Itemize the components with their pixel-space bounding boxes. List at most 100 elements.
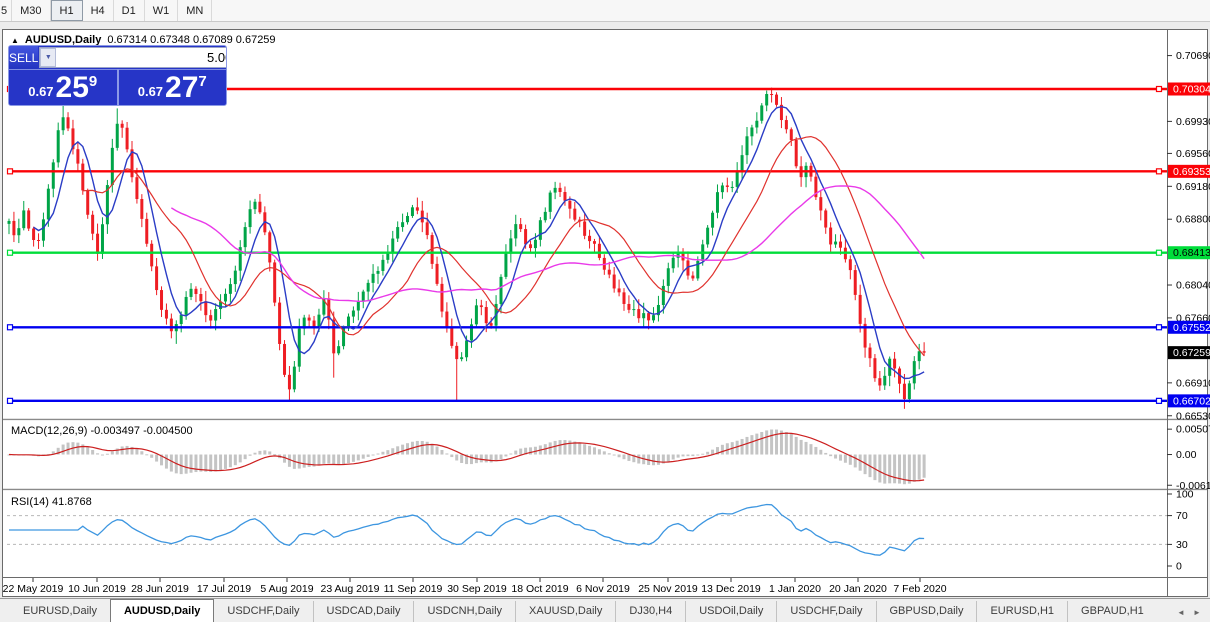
candle-body — [7, 220, 11, 224]
hline-handle[interactable] — [6, 324, 14, 331]
candle-body — [435, 263, 439, 284]
bid-price-button[interactable]: 0.67 25 9 — [9, 69, 117, 105]
macd-bar — [529, 447, 533, 455]
candle-body — [115, 123, 119, 148]
chart-tab-DJ30-H4[interactable]: DJ30,H4 — [615, 601, 685, 622]
macd-bar — [371, 454, 375, 456]
candle-body — [907, 383, 911, 400]
candle-body — [450, 326, 454, 346]
macd-bar — [169, 454, 173, 472]
chart-tab-EURUSD-H1[interactable]: EURUSD,H1 — [976, 601, 1067, 622]
rsi-axis-label: 0 — [1176, 561, 1182, 573]
timeframe-button-H4[interactable]: H4 — [83, 0, 114, 21]
macd-bar — [779, 430, 783, 455]
rsi-axis-label: 30 — [1176, 539, 1188, 551]
candle-body — [391, 238, 395, 254]
candle-body — [406, 215, 410, 223]
timeframe-button-M30[interactable]: M30 — [12, 0, 51, 21]
macd-axis-label: 0.005076 — [1176, 424, 1210, 436]
candle-body — [696, 260, 700, 279]
candle-body — [71, 128, 75, 150]
candle-body — [789, 129, 793, 140]
date-tick-label: 17 Jul 2019 — [197, 583, 251, 595]
candle-body — [292, 366, 296, 390]
timeframe-button-D1[interactable]: D1 — [114, 0, 145, 21]
candle-body — [730, 186, 734, 188]
chart-tab-GBPUSD-Daily[interactable]: GBPUSD,Daily — [875, 601, 977, 622]
macd-bar — [386, 450, 390, 455]
rsi-axis-label: 70 — [1176, 510, 1188, 522]
hline-handle[interactable] — [1155, 324, 1163, 331]
chart-tab-GBPAUD-H1[interactable]: GBPAUD,H1 — [1067, 601, 1157, 622]
hline-handle[interactable] — [6, 168, 14, 175]
candle-body — [209, 315, 213, 321]
ask-price-prefix: 0.67 — [137, 84, 164, 99]
chart-tab-AUDUSD-Daily[interactable]: AUDUSD,Daily — [109, 599, 215, 622]
macd-bar — [637, 454, 641, 464]
volume-control: ▼ ▲ — [39, 47, 226, 68]
chart-tab-XAUUSD-Daily[interactable]: XAUUSD,Daily — [515, 601, 615, 622]
candle-body — [745, 136, 749, 156]
timeframe-button-5[interactable]: 5 — [0, 0, 13, 21]
candle-body — [41, 219, 45, 241]
chart-tab-USDCHF-Daily[interactable]: USDCHF,Daily — [776, 601, 875, 622]
macd-bar — [553, 440, 557, 455]
window-collapse-icon[interactable]: ▲ — [11, 35, 19, 45]
candle-body — [425, 222, 429, 236]
macd-bar — [494, 454, 498, 462]
tab-scroll-left-icon[interactable]: ◄ — [1177, 607, 1185, 617]
candle-body — [219, 301, 223, 310]
candle-body — [27, 210, 31, 229]
hline-handle[interactable] — [1155, 85, 1163, 93]
macd-bar — [179, 454, 183, 475]
hline-handle[interactable] — [6, 249, 14, 256]
candle-body — [258, 201, 262, 213]
chart-tab-USDCNH-Daily[interactable]: USDCNH,Daily — [413, 601, 515, 622]
tab-scroll-right-icon[interactable]: ► — [1193, 607, 1201, 617]
candle-body — [656, 304, 660, 316]
candle-body — [568, 200, 572, 209]
macd-bar — [838, 454, 842, 461]
hline-handle[interactable] — [1155, 249, 1163, 256]
date-tick-label: 6 Nov 2019 — [576, 583, 630, 595]
candle-body — [401, 222, 405, 228]
macd-bar — [140, 451, 144, 455]
macd-axis-label: -0.006148 — [1176, 480, 1210, 492]
chart-tab-USDOil-Daily[interactable]: USDOil,Daily — [685, 601, 776, 622]
ask-price-button[interactable]: 0.67 27 7 — [118, 69, 226, 105]
candle-body — [819, 197, 823, 211]
chart-tab-USDCHF-Daily[interactable]: USDCHF,Daily — [227, 605, 300, 617]
hline-handle[interactable] — [1155, 168, 1163, 175]
date-tick-label: 5 Aug 2019 — [260, 583, 313, 595]
macd-bar — [578, 442, 582, 455]
timeframe-button-H1[interactable]: H1 — [50, 0, 83, 21]
candle-body — [824, 210, 828, 228]
timeframe-button-MN[interactable]: MN — [178, 0, 213, 21]
candle-body — [715, 192, 719, 213]
macd-indicator-label: MACD(12,26,9) -0.003497 -0.004500 — [11, 425, 193, 437]
candle-body — [243, 227, 247, 248]
current-price-badge-label: 0.67259 — [1173, 347, 1210, 359]
candle-body — [558, 187, 562, 193]
volume-input[interactable] — [56, 48, 226, 67]
sell-button[interactable]: SELL — [9, 46, 39, 69]
candle-body — [725, 185, 729, 187]
volume-decrease-icon[interactable]: ▼ — [40, 48, 57, 67]
macd-bar — [898, 454, 902, 484]
timeframe-button-W1[interactable]: W1 — [145, 0, 179, 21]
chart-tab-EURUSD-Daily[interactable]: EURUSD,Daily — [23, 605, 97, 617]
chart-symbol-label: AUDUSD,Daily — [24, 34, 102, 46]
hline-handle[interactable] — [1155, 397, 1163, 404]
candle-body — [37, 239, 41, 241]
macd-bar — [91, 449, 95, 455]
trade-panel-price-row: 0.67 25 9 0.67 27 7 — [9, 69, 226, 105]
candle-body — [283, 343, 287, 375]
date-tick-label: 20 Jan 2020 — [829, 583, 887, 595]
hline-handle[interactable] — [6, 397, 14, 404]
macd-bar — [130, 446, 134, 455]
rsi-line — [9, 503, 925, 556]
chart-tab-USDCAD-Daily[interactable]: USDCAD,Daily — [312, 601, 414, 622]
candle-body — [440, 283, 444, 312]
macd-bar — [809, 444, 813, 455]
macd-bar — [96, 453, 100, 455]
